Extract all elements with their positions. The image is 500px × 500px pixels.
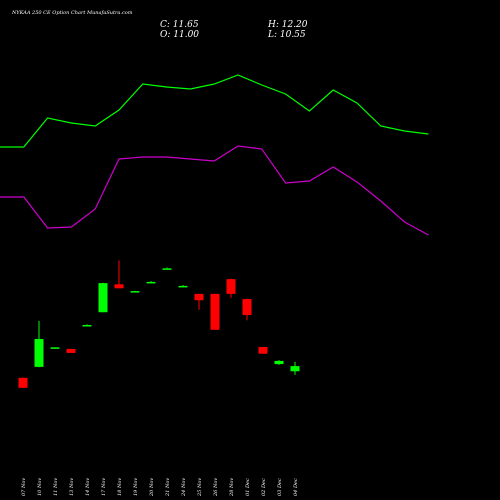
- candle-body: [18, 377, 28, 388]
- x-tick-label: 01 Dec: [245, 478, 251, 496]
- x-tick-label: 04 Dec: [293, 478, 299, 496]
- candle-body: [130, 291, 140, 293]
- close-label: C: 11.65: [160, 20, 199, 30]
- low-label: L: 10.55: [267, 30, 306, 40]
- open-label: O: 11.00: [160, 30, 199, 40]
- candle-body: [290, 366, 300, 372]
- candle-body: [274, 360, 284, 365]
- x-tick-label: 02 Dec: [261, 478, 267, 496]
- x-tick-label: 17 Nov: [101, 478, 107, 496]
- x-tick-label: 28 Nov: [229, 478, 235, 497]
- indicator-line: [0, 74, 429, 148]
- candle-body: [146, 281, 156, 284]
- x-tick-label: 20 Nov: [149, 478, 155, 497]
- x-tick-label: 24 Nov: [181, 478, 187, 497]
- chart-title: NYKAA 250 CE Option Chart MunafaSutra.co…: [11, 10, 133, 16]
- x-tick-label: 13 Nov: [69, 478, 75, 496]
- x-tick-label: 19 Nov: [133, 478, 139, 496]
- candle-body: [50, 347, 60, 349]
- candle-body: [210, 293, 220, 330]
- x-tick-label: 14 Nov: [85, 478, 91, 496]
- candle-body: [34, 338, 44, 367]
- x-tick-label: 10 Nov: [37, 478, 43, 496]
- candle-body: [242, 299, 252, 316]
- candle-body: [82, 325, 92, 327]
- candle-body: [258, 346, 268, 354]
- x-tick-label: 03 Dec: [277, 478, 283, 496]
- indicator-line: [0, 145, 429, 236]
- candle-body: [194, 293, 204, 301]
- x-tick-label: 25 Nov: [197, 478, 203, 497]
- high-label: H: 12.20: [267, 20, 308, 30]
- x-tick-label: 11 Nov: [53, 478, 59, 496]
- candle-body: [162, 268, 172, 270]
- candle-body: [178, 285, 188, 288]
- candle-body: [226, 279, 236, 294]
- x-tick-label: 26 Nov: [213, 478, 219, 497]
- candle-body: [98, 283, 108, 313]
- candle-body: [114, 284, 124, 289]
- candle-body: [66, 348, 76, 353]
- x-tick-label: 07 Nov: [21, 478, 27, 496]
- x-tick-label: 21 Nov: [165, 478, 171, 497]
- x-tick-label: 18 Nov: [117, 478, 123, 496]
